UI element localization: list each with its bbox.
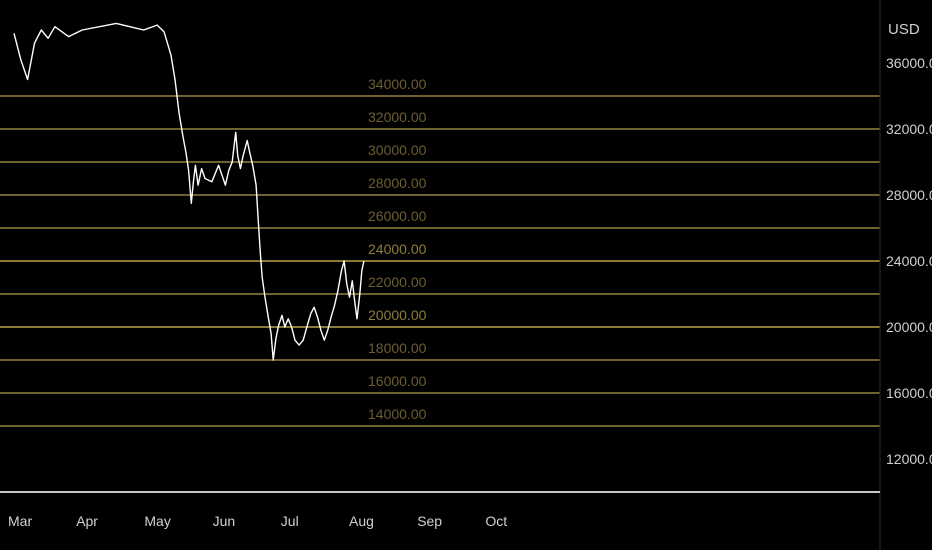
- price-axis-unit: USD: [888, 21, 920, 38]
- level-label: 16000.00: [368, 373, 427, 389]
- time-axis[interactable]: Mar Apr May Jun Jul Aug Sep Oct: [8, 513, 507, 529]
- level-label: 20000.00: [368, 307, 427, 323]
- level-label: 32000.00: [368, 109, 427, 125]
- level-label: 14000.00: [368, 406, 427, 422]
- level-label: 18000.00: [368, 340, 427, 356]
- price-tick-label: 16000.00: [886, 385, 932, 401]
- time-tick-label: Jul: [281, 513, 299, 529]
- time-tick-label: Jun: [213, 513, 236, 529]
- level-label: 22000.00: [368, 274, 427, 290]
- price-tick-label: 36000.00: [886, 55, 932, 71]
- price-line: [13, 22, 365, 361]
- horizontal-levels: [0, 95, 880, 427]
- time-tick-label: Oct: [485, 513, 507, 529]
- price-axis[interactable]: 12000.00 16000.00 20000.00 24000.00 28000.00…: [886, 55, 932, 467]
- level-label: 28000.00: [368, 175, 427, 191]
- time-tick-label: May: [144, 513, 170, 529]
- level-label: 24000.00: [368, 241, 427, 257]
- time-tick-label: Mar: [8, 513, 32, 529]
- level-label: 30000.00: [368, 142, 427, 158]
- price-tick-label: 28000.00: [886, 187, 932, 203]
- level-label: 26000.00: [368, 208, 427, 224]
- time-tick-label: Apr: [76, 513, 98, 529]
- time-tick-label: Sep: [417, 513, 442, 529]
- level-labels: 34000.00 32000.00 30000.00 28000.00 26000.00…: [368, 76, 427, 422]
- time-tick-label: Aug: [349, 513, 374, 529]
- level-label: 34000.00: [368, 76, 427, 92]
- price-tick-label: 12000.00: [886, 451, 932, 467]
- price-tick-label: 24000.00: [886, 253, 932, 269]
- price-tick-label: 32000.00: [886, 121, 932, 137]
- price-tick-label: 20000.00: [886, 319, 932, 335]
